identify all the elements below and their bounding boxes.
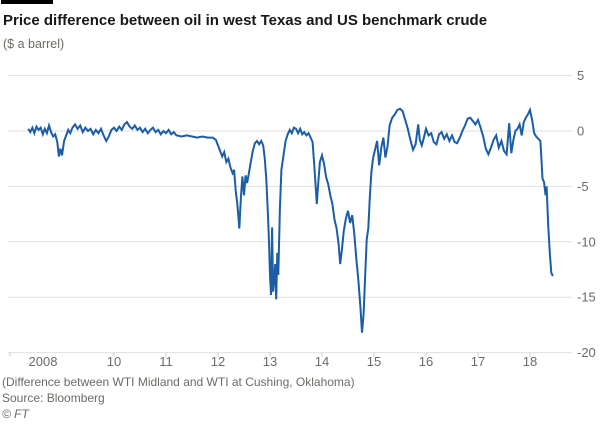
svg-text:0: 0 bbox=[577, 124, 584, 139]
svg-text:2008: 2008 bbox=[29, 354, 58, 369]
svg-text:17: 17 bbox=[471, 354, 485, 369]
svg-text:-15: -15 bbox=[577, 290, 596, 305]
svg-text:5: 5 bbox=[577, 68, 584, 83]
chart-title: Price difference between oil in west Tex… bbox=[3, 12, 488, 29]
svg-text:14: 14 bbox=[315, 354, 329, 369]
svg-text:-5: -5 bbox=[577, 179, 589, 194]
ft-top-rule bbox=[1, 0, 53, 4]
svg-text:12: 12 bbox=[211, 354, 225, 369]
svg-text:15: 15 bbox=[367, 354, 381, 369]
x-axis-ticks bbox=[9, 352, 531, 357]
ft-copyright: © FT bbox=[2, 407, 29, 421]
svg-text:16: 16 bbox=[419, 354, 433, 369]
svg-text:13: 13 bbox=[263, 354, 277, 369]
chart-subtitle: ($ a barrel) bbox=[3, 37, 65, 51]
y-axis-labels: 5 0 -5 -10 -15 -20 bbox=[577, 68, 596, 360]
svg-text:18: 18 bbox=[523, 354, 537, 369]
gridlines bbox=[8, 75, 572, 354]
svg-text:11: 11 bbox=[159, 354, 173, 369]
svg-text:-10: -10 bbox=[577, 234, 596, 249]
data-line bbox=[27, 106, 554, 333]
svg-text:10: 10 bbox=[107, 354, 121, 369]
chart-source: Source: Bloomberg bbox=[2, 391, 105, 405]
svg-text:-20: -20 bbox=[577, 345, 596, 360]
x-axis-labels: 2008 10 11 12 13 14 15 16 17 18 bbox=[29, 354, 538, 369]
chart-note: (Difference between WTI Midland and WTI … bbox=[2, 375, 355, 389]
